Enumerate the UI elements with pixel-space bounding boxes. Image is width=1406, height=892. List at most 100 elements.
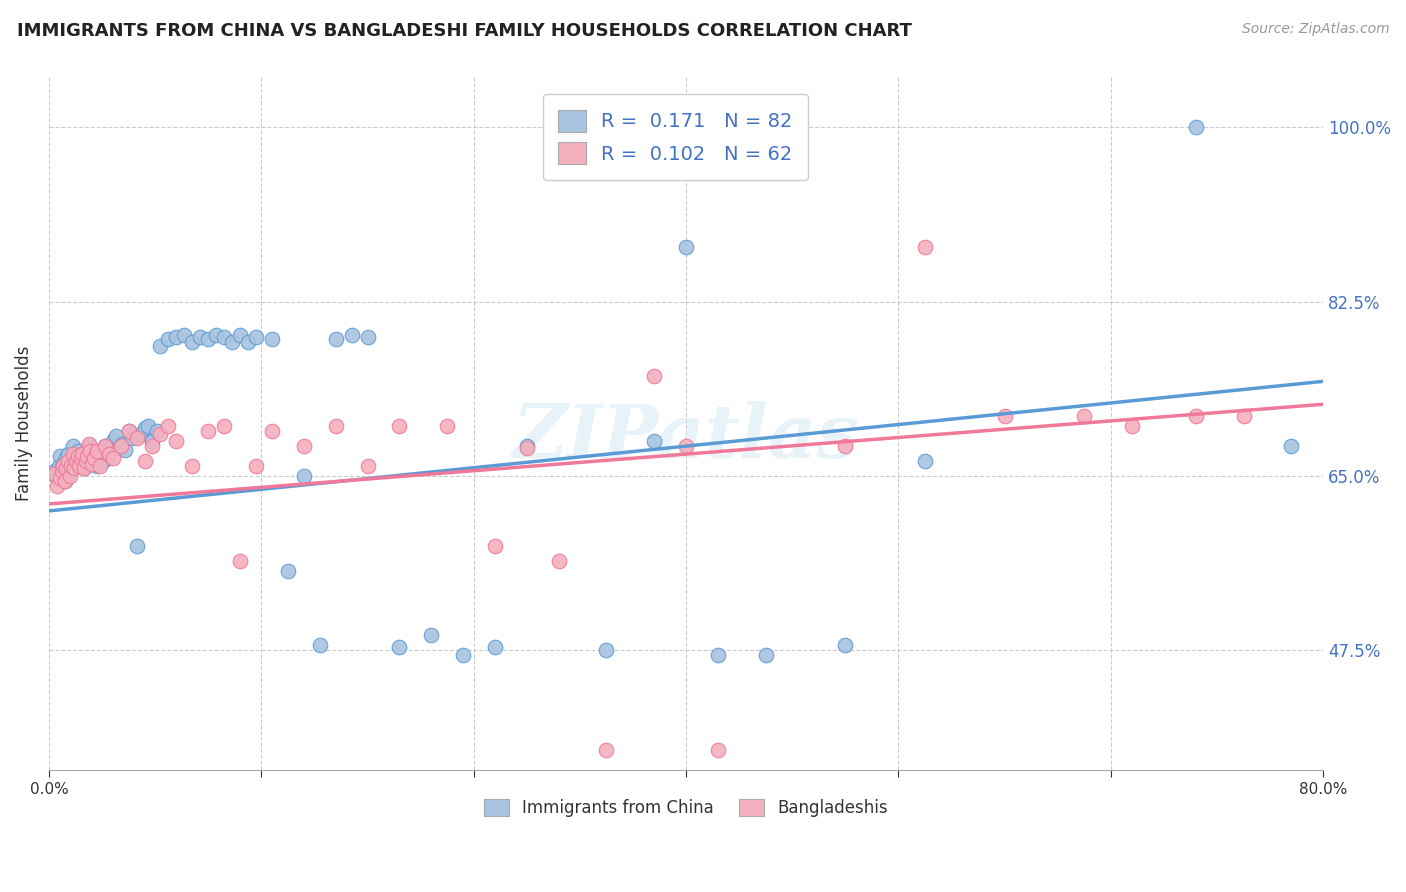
Point bbox=[292, 469, 315, 483]
Point bbox=[60, 458, 83, 473]
Point bbox=[675, 439, 697, 453]
Point bbox=[149, 427, 172, 442]
Point bbox=[110, 439, 132, 453]
Point bbox=[101, 434, 124, 449]
Point bbox=[91, 454, 114, 468]
Point bbox=[63, 461, 86, 475]
Point bbox=[516, 439, 538, 453]
Point bbox=[165, 434, 187, 449]
Point bbox=[56, 454, 79, 468]
Point bbox=[77, 437, 100, 451]
Point bbox=[707, 648, 730, 663]
Point bbox=[69, 451, 91, 466]
Point bbox=[96, 447, 118, 461]
Point bbox=[48, 458, 70, 473]
Point bbox=[157, 332, 180, 346]
Point bbox=[260, 332, 283, 346]
Point bbox=[707, 743, 730, 757]
Point bbox=[69, 451, 91, 466]
Point bbox=[136, 419, 159, 434]
Point bbox=[125, 539, 148, 553]
Point bbox=[181, 458, 204, 473]
Point bbox=[52, 457, 75, 471]
Point bbox=[755, 648, 778, 663]
Point bbox=[188, 329, 211, 343]
Point bbox=[79, 444, 101, 458]
Point bbox=[98, 443, 121, 458]
Point bbox=[63, 454, 86, 468]
Point bbox=[90, 443, 112, 458]
Point bbox=[173, 327, 195, 342]
Point bbox=[101, 451, 124, 466]
Point bbox=[45, 479, 67, 493]
Point bbox=[914, 240, 936, 254]
Point bbox=[212, 329, 235, 343]
Point bbox=[67, 458, 90, 473]
Point bbox=[388, 640, 411, 655]
Point bbox=[356, 329, 378, 343]
Point bbox=[80, 457, 103, 471]
Point bbox=[325, 419, 347, 434]
Text: Source: ZipAtlas.com: Source: ZipAtlas.com bbox=[1241, 22, 1389, 37]
Point bbox=[66, 449, 89, 463]
Point bbox=[260, 424, 283, 438]
Point bbox=[51, 464, 73, 478]
Point bbox=[340, 327, 363, 342]
Point bbox=[1184, 120, 1206, 135]
Point bbox=[117, 424, 139, 438]
Legend: Immigrants from China, Bangladeshis: Immigrants from China, Bangladeshis bbox=[478, 792, 894, 824]
Point bbox=[66, 444, 89, 458]
Point bbox=[111, 437, 134, 451]
Point bbox=[84, 447, 107, 461]
Point bbox=[114, 443, 136, 458]
Point bbox=[157, 419, 180, 434]
Point bbox=[93, 439, 115, 453]
Point bbox=[356, 458, 378, 473]
Point bbox=[75, 454, 97, 468]
Point bbox=[141, 434, 163, 449]
Point bbox=[131, 427, 153, 442]
Point bbox=[76, 449, 98, 463]
Point bbox=[86, 458, 108, 473]
Point bbox=[484, 640, 506, 655]
Point bbox=[141, 439, 163, 453]
Point bbox=[484, 539, 506, 553]
Point bbox=[73, 461, 96, 475]
Point bbox=[245, 458, 267, 473]
Point bbox=[643, 434, 665, 449]
Point bbox=[60, 458, 83, 473]
Point bbox=[89, 449, 111, 463]
Point bbox=[245, 329, 267, 343]
Point bbox=[834, 439, 856, 453]
Y-axis label: Family Households: Family Households bbox=[15, 346, 32, 501]
Point bbox=[117, 424, 139, 438]
Point bbox=[65, 454, 87, 468]
Point bbox=[1232, 409, 1254, 424]
Point bbox=[149, 339, 172, 353]
Point bbox=[45, 471, 67, 485]
Point bbox=[65, 449, 87, 463]
Point bbox=[277, 564, 299, 578]
Point bbox=[83, 451, 105, 466]
Point bbox=[73, 461, 96, 475]
Point bbox=[547, 554, 569, 568]
Point bbox=[53, 474, 76, 488]
Point bbox=[1121, 419, 1143, 434]
Point bbox=[62, 439, 84, 453]
Point bbox=[76, 449, 98, 463]
Point bbox=[914, 454, 936, 468]
Point bbox=[451, 648, 474, 663]
Point bbox=[420, 628, 443, 642]
Point bbox=[221, 334, 243, 349]
Point bbox=[181, 334, 204, 349]
Point bbox=[229, 327, 252, 342]
Point bbox=[134, 421, 156, 435]
Point bbox=[165, 329, 187, 343]
Point bbox=[325, 332, 347, 346]
Point bbox=[42, 464, 65, 478]
Point bbox=[55, 461, 77, 475]
Point bbox=[72, 447, 94, 461]
Point bbox=[205, 327, 228, 342]
Text: ZIPatlas: ZIPatlas bbox=[513, 401, 859, 474]
Point bbox=[72, 447, 94, 461]
